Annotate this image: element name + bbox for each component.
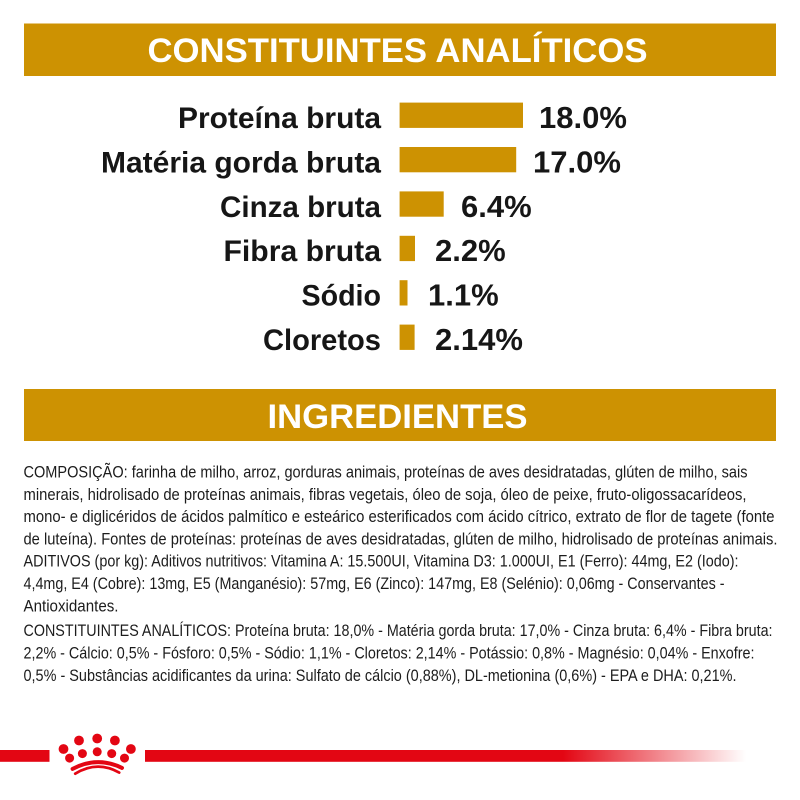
svg-text:de luteína). Fontes de proteín: de luteína). Fontes de proteínas: proteí… [24,529,778,548]
svg-text:17.0%: 17.0% [533,144,621,179]
svg-text:mono- e diglicéridos de ácidos: mono- e diglicéridos de ácidos palmítico… [24,507,775,526]
svg-text:18.0%: 18.0% [539,100,627,135]
svg-text:Matéria gorda bruta: Matéria gorda bruta [101,146,382,179]
svg-text:4,4mg, E4 (Cobre): 13mg, E5 (M: 4,4mg, E4 (Cobre): 13mg, E5 (Manganésio)… [24,574,725,593]
svg-text:COMPOSIÇÃO: farinha de milho,: COMPOSIÇÃO: farinha de milho, arroz, gor… [24,463,748,482]
svg-text:Antioxidantes.: Antioxidantes. [24,596,119,615]
svg-text:1.1%: 1.1% [428,278,499,313]
svg-text:Fibra bruta: Fibra bruta [224,235,382,268]
svg-text:2.14%: 2.14% [435,322,523,357]
svg-text:Sódio: Sódio [302,280,382,313]
svg-text:0,5% - Substâncias acidificant: 0,5% - Substâncias acidificantes da urin… [24,666,737,685]
svg-text:ADITIVOS (por kg): Aditivos nu: ADITIVOS (por kg): Aditivos nutritivos: … [24,552,739,571]
svg-text:INGREDIENTES: INGREDIENTES [268,398,528,436]
svg-text:Cloretos: Cloretos [263,324,381,357]
svg-text:2.2%: 2.2% [435,233,506,268]
svg-text:CONSTITUINTES ANALÍTICOS: Prot: CONSTITUINTES ANALÍTICOS: Proteína bruta… [24,621,773,640]
svg-text:2,2% - Cálcio: 0,5% - Fósforo:: 2,2% - Cálcio: 0,5% - Fósforo: 0,5% - Só… [24,644,755,663]
svg-text:Proteína bruta: Proteína bruta [178,102,382,135]
svg-text:6.4%: 6.4% [461,189,532,224]
svg-text:minerais, hidrolisado de prote: minerais, hidrolisado de proteínas anima… [24,485,747,504]
svg-text:CONSTITUINTES ANALÍTICOS: CONSTITUINTES ANALÍTICOS [148,32,648,70]
svg-text:Cinza bruta: Cinza bruta [220,191,382,224]
